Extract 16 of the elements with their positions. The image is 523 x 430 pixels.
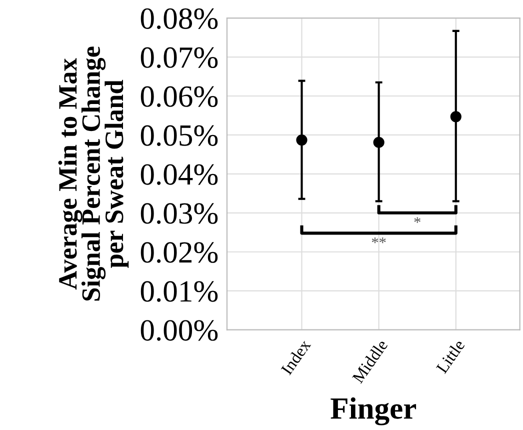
y-tick-label: 0.02% <box>140 242 218 263</box>
point <box>450 111 462 122</box>
y-tick-label: 0.00% <box>140 320 218 341</box>
y-tick-label: 0.07% <box>140 47 218 68</box>
y-tick-label: 0.06% <box>140 86 218 108</box>
point <box>373 136 384 148</box>
annotation: ** <box>372 238 386 244</box>
annotation: * <box>414 217 420 223</box>
y-tick-label: 0.04% <box>140 164 218 185</box>
y-tick-label: 0.08% <box>140 8 218 30</box>
point <box>296 134 308 146</box>
x-axis-title: Finger <box>330 397 416 426</box>
y-tick-label: 0.05% <box>140 125 218 146</box>
y-axis-title: Average Min to Max Signal Percent Change per Sweat Gland <box>58 46 129 301</box>
y-tick-label: 0.03% <box>140 203 218 224</box>
y-tick-label: 0.01% <box>140 281 218 302</box>
